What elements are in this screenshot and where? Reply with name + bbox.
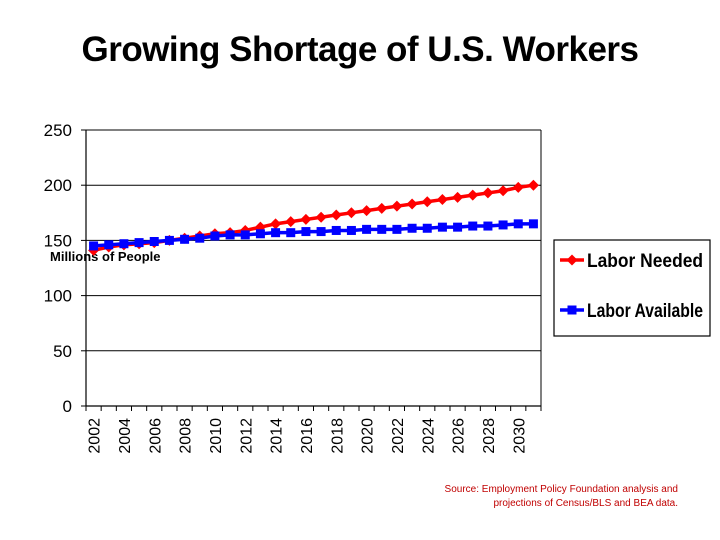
data-point — [89, 241, 99, 251]
data-point — [104, 240, 114, 250]
data-point — [331, 225, 341, 235]
data-point — [315, 211, 327, 223]
data-point — [437, 222, 447, 232]
source-line-2: projections of Census/BLS and BEA data. — [493, 498, 678, 509]
legend: Labor Needed Labor Available — [553, 239, 711, 337]
x-tick-label: 2022 — [390, 418, 407, 454]
data-point — [361, 205, 373, 217]
x-tick-label: 2002 — [87, 418, 104, 454]
data-point — [285, 216, 297, 228]
data-point — [286, 228, 296, 238]
data-point — [240, 230, 250, 240]
data-point — [468, 221, 478, 231]
data-point — [467, 189, 479, 201]
data-point — [498, 220, 508, 230]
y-tick-label: 250 — [44, 121, 72, 140]
data-point — [512, 181, 524, 193]
series-layer — [88, 179, 539, 256]
data-point — [436, 194, 448, 206]
data-point — [392, 224, 402, 234]
data-point — [330, 209, 342, 221]
data-point — [345, 207, 357, 219]
x-tick-label: 2030 — [511, 418, 528, 454]
legend-item: Labor Needed — [560, 251, 703, 272]
x-tick-label: 2004 — [117, 418, 134, 454]
legend-swatch-marker — [566, 254, 578, 266]
data-point — [422, 223, 432, 233]
data-point — [271, 228, 281, 238]
data-point — [482, 187, 494, 199]
source-line-1: Source: Employment Policy Foundation ana… — [444, 484, 678, 495]
x-tick-label: 2010 — [208, 418, 225, 454]
x-tick-label: 2020 — [360, 418, 377, 454]
data-point — [346, 225, 356, 235]
data-point — [119, 239, 129, 249]
x-tick-label: 2012 — [238, 418, 255, 454]
y-axis-label: Millions of People — [50, 249, 161, 264]
x-tick-label: 2008 — [178, 418, 195, 454]
x-tick-label: 2016 — [299, 418, 316, 454]
data-point — [301, 227, 311, 237]
legend-item: Labor Available — [560, 301, 703, 322]
data-point — [391, 200, 403, 212]
data-point — [376, 202, 388, 214]
data-point — [421, 196, 433, 208]
data-point — [497, 185, 509, 197]
legend-label: Labor Available — [587, 301, 703, 322]
data-point — [483, 221, 493, 231]
chart-title: Growing Shortage of U.S. Workers — [81, 30, 639, 69]
source-note: Source: Employment Policy Foundation ana… — [358, 483, 678, 511]
data-point — [316, 227, 326, 237]
data-point — [270, 218, 282, 230]
data-point — [407, 223, 417, 233]
data-point — [180, 234, 190, 244]
data-point — [210, 231, 220, 241]
data-point — [255, 229, 265, 239]
x-tick-label: 2024 — [420, 418, 437, 454]
data-point — [134, 238, 144, 248]
x-tick-label: 2006 — [147, 418, 164, 454]
series-labor-available — [89, 219, 538, 251]
data-point — [527, 179, 539, 191]
x-tick-label: 2028 — [481, 418, 498, 454]
gridlines — [86, 129, 542, 406]
axes: 0 50 100 150 200 250 2002 2004 2006 2008 2010 2012 2… — [44, 121, 542, 454]
data-point — [362, 224, 372, 234]
data-point — [225, 230, 235, 240]
data-point — [406, 198, 418, 210]
legend-label: Labor Needed — [587, 251, 703, 272]
y-tick-label: 150 — [44, 231, 72, 250]
x-tick-label: 2018 — [329, 418, 346, 454]
data-point — [452, 191, 464, 203]
y-tick-label: 100 — [44, 287, 72, 306]
data-point — [513, 219, 523, 229]
data-point — [195, 233, 205, 243]
x-tick-label: 2026 — [451, 418, 468, 454]
data-point — [528, 219, 538, 229]
legend-swatch-marker — [567, 305, 577, 315]
data-point — [377, 224, 387, 234]
y-tick-label: 50 — [53, 342, 72, 361]
series-line — [93, 222, 534, 248]
data-point — [453, 222, 463, 232]
data-point — [300, 213, 312, 225]
x-tick-label: 2014 — [269, 418, 286, 454]
y-tick-label: 200 — [44, 176, 72, 195]
data-point — [164, 235, 174, 245]
legend-box — [553, 239, 711, 337]
y-tick-label: 0 — [63, 397, 72, 416]
data-point — [149, 237, 159, 247]
